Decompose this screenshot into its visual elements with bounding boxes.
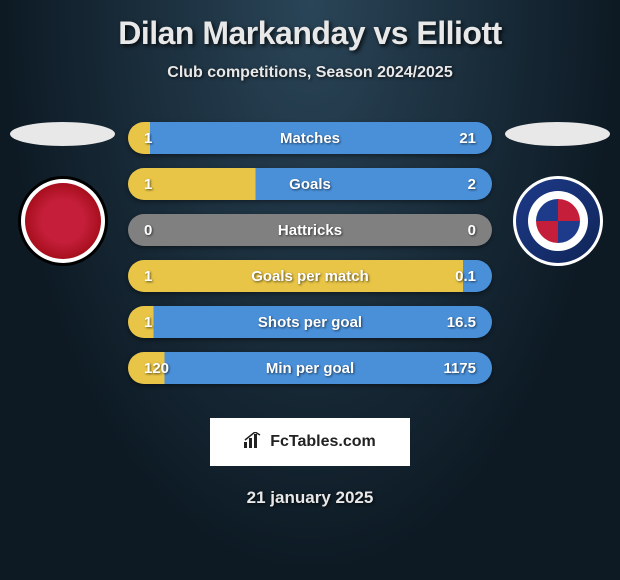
right-club-badge bbox=[513, 176, 603, 266]
stat-right-value: 0.1 bbox=[455, 268, 476, 285]
stat-left-value: 120 bbox=[144, 360, 169, 377]
stat-row: 120 Min per goal 1175 bbox=[128, 352, 492, 384]
date-label: 21 january 2025 bbox=[0, 488, 620, 508]
chart-icon bbox=[244, 432, 264, 453]
stat-left-value: 1 bbox=[144, 176, 152, 193]
stat-row: 1 Goals 2 bbox=[128, 168, 492, 200]
stat-right-value: 0 bbox=[468, 222, 476, 239]
stat-row: 0 Hattricks 0 bbox=[128, 214, 492, 246]
stat-right-value: 2 bbox=[468, 176, 476, 193]
left-player-area bbox=[5, 122, 120, 398]
left-club-badge bbox=[18, 176, 108, 266]
stat-left-value: 0 bbox=[144, 222, 152, 239]
stat-label: Hattricks bbox=[278, 222, 342, 239]
comparison-widget: Dilan Markanday vs Elliott Club competit… bbox=[0, 0, 620, 580]
stat-row: 1 Matches 21 bbox=[128, 122, 492, 154]
right-badge-icon bbox=[536, 199, 580, 243]
main-area: 1 Matches 21 1 Goals 2 0 Hattricks 0 1 Goals per m… bbox=[0, 122, 620, 398]
stat-label: Goals bbox=[289, 176, 331, 193]
stat-right-value: 1175 bbox=[443, 360, 476, 377]
stat-label: Goals per match bbox=[251, 268, 369, 285]
stat-label: Shots per goal bbox=[258, 314, 362, 331]
stat-row: 1 Shots per goal 16.5 bbox=[128, 306, 492, 338]
stat-left-value: 1 bbox=[144, 268, 152, 285]
stat-label: Matches bbox=[280, 130, 340, 147]
branding-box[interactable]: FcTables.com bbox=[210, 418, 410, 466]
stat-label: Min per goal bbox=[266, 360, 354, 377]
right-player-ellipse bbox=[505, 122, 610, 146]
stat-left-value: 1 bbox=[144, 314, 152, 331]
left-player-ellipse bbox=[10, 122, 115, 146]
stat-right-value: 16.5 bbox=[447, 314, 476, 331]
page-title: Dilan Markanday vs Elliott bbox=[0, 15, 620, 52]
stat-left-value: 1 bbox=[144, 130, 152, 147]
stat-row: 1 Goals per match 0.1 bbox=[128, 260, 492, 292]
stat-right-value: 21 bbox=[459, 130, 476, 147]
right-badge-ring bbox=[528, 191, 588, 251]
right-player-area bbox=[500, 122, 615, 398]
stats-area: 1 Matches 21 1 Goals 2 0 Hattricks 0 1 Goals per m… bbox=[120, 122, 500, 398]
subtitle: Club competitions, Season 2024/2025 bbox=[0, 64, 620, 82]
left-badge-icon bbox=[25, 183, 101, 259]
branding-text: FcTables.com bbox=[270, 433, 376, 451]
